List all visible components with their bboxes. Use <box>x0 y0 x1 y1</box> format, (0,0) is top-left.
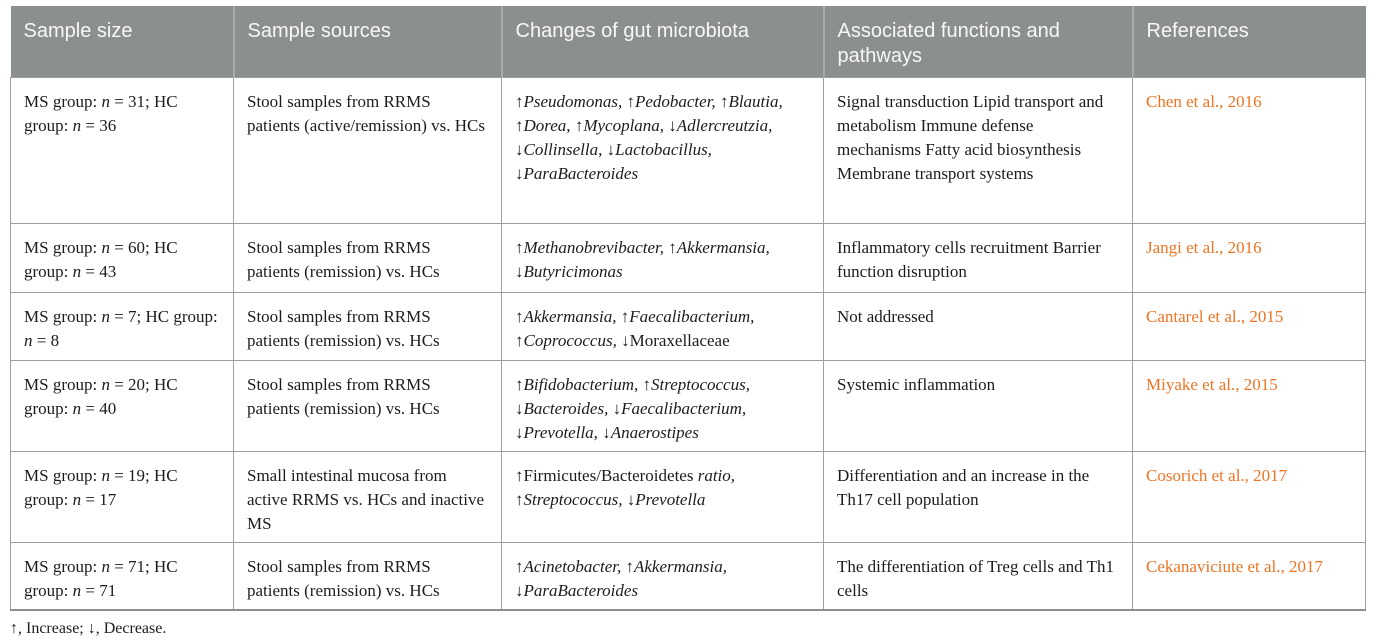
paper-table-figure: Sample size Sample sources Changes of gu… <box>10 6 1366 638</box>
table-row: MS group: n = 20; HC group: n = 40 Stool… <box>10 360 1366 452</box>
citation-link[interactable]: Cantarel et al., 2015 <box>1146 307 1284 326</box>
reference-cell: Cekanaviciute et al., 2017 <box>1132 542 1366 611</box>
reference-cell: Cantarel et al., 2015 <box>1132 292 1366 361</box>
functions-pathways-cell: Systemic inflammation <box>823 360 1133 452</box>
sample-size-cell: MS group: n = 19; HC group: n = 17 <box>10 451 234 543</box>
microbiota-changes-cell: ↑Methanobrevibacter, ↑Akkermansia, ↓Buty… <box>501 223 824 293</box>
sample-source-cell: Stool samples from RRMS patients (active… <box>233 77 502 224</box>
table-row: MS group: n = 7; HC group: n = 8 Stool s… <box>10 292 1366 361</box>
sample-size-cell: MS group: n = 60; HC group: n = 43 <box>10 223 234 293</box>
citation-link[interactable]: Miyake et al., 2015 <box>1146 375 1278 394</box>
citation-link[interactable]: Cosorich et al., 2017 <box>1146 466 1288 485</box>
column-header-sample-size: Sample size <box>10 6 234 78</box>
functions-pathways-cell: Not addressed <box>823 292 1133 361</box>
functions-pathways-cell: Signal transduction Lipid transport and … <box>823 77 1133 224</box>
sample-size-cell: MS group: n = 71; HC group: n = 71 <box>10 542 234 611</box>
table-footnote: ↑, Increase; ↓, Decrease. <box>10 620 167 637</box>
citation-link[interactable]: Jangi et al., 2016 <box>1146 238 1262 257</box>
sample-source-cell: Stool samples from RRMS patients (remiss… <box>233 292 502 361</box>
sample-source-cell: Stool samples from RRMS patients (remiss… <box>233 223 502 293</box>
column-header-sample-sources: Sample sources <box>232 6 502 78</box>
column-header-associated-functions: Associated functions and pathways <box>822 6 1133 78</box>
sample-size-cell: MS group: n = 31; HC group: n = 36 <box>10 77 234 224</box>
microbiota-changes-cell: ↑Bifidobacterium, ↑Streptococcus, ↓Bacte… <box>501 360 824 452</box>
reference-cell: Cosorich et al., 2017 <box>1132 451 1366 543</box>
column-header-references: References <box>1131 6 1366 78</box>
table-header-row: Sample size Sample sources Changes of gu… <box>10 6 1366 78</box>
sample-source-cell: Small intestinal mucosa from active RRMS… <box>233 451 502 543</box>
ms-microbiota-studies-table: Sample size Sample sources Changes of gu… <box>10 6 1366 611</box>
sample-size-cell: MS group: n = 20; HC group: n = 40 <box>10 360 234 452</box>
microbiota-changes-cell: ↑Pseudomonas, ↑Pedobacter, ↑Blautia, ↑Do… <box>501 77 824 224</box>
functions-pathways-cell: Inflammatory cells recruitment Barrier f… <box>823 223 1133 293</box>
table-row: MS group: n = 60; HC group: n = 43 Stool… <box>10 223 1366 293</box>
microbiota-changes-cell: ↑Akkermansia, ↑Faecalibacterium, ↑Coproc… <box>501 292 824 361</box>
microbiota-changes-cell: ↑Firmicutes/Bacteroidetes ratio, ↑Strept… <box>501 451 824 543</box>
reference-cell: Jangi et al., 2016 <box>1132 223 1366 293</box>
reference-cell: Chen et al., 2016 <box>1132 77 1366 224</box>
column-header-changes-of-gut-microbiota: Changes of gut microbiota <box>500 6 824 78</box>
microbiota-changes-cell: ↑Acinetobacter, ↑Akkermansia, ↓ParaBacte… <box>501 542 824 611</box>
reference-cell: Miyake et al., 2015 <box>1132 360 1366 452</box>
sample-source-cell: Stool samples from RRMS patients (remiss… <box>233 542 502 611</box>
table-row: MS group: n = 19; HC group: n = 17 Small… <box>10 451 1366 543</box>
citation-link[interactable]: Chen et al., 2016 <box>1146 92 1262 111</box>
citation-link[interactable]: Cekanaviciute et al., 2017 <box>1146 557 1324 576</box>
functions-pathways-cell: Differentiation and an increase in the T… <box>823 451 1133 543</box>
table-row: MS group: n = 31; HC group: n = 36 Stool… <box>10 77 1366 224</box>
sample-size-cell: MS group: n = 7; HC group: n = 8 <box>10 292 234 361</box>
functions-pathways-cell: The differentiation of Treg cells and Th… <box>823 542 1133 611</box>
sample-source-cell: Stool samples from RRMS patients (remiss… <box>233 360 502 452</box>
table-row: MS group: n = 71; HC group: n = 71 Stool… <box>10 542 1366 611</box>
